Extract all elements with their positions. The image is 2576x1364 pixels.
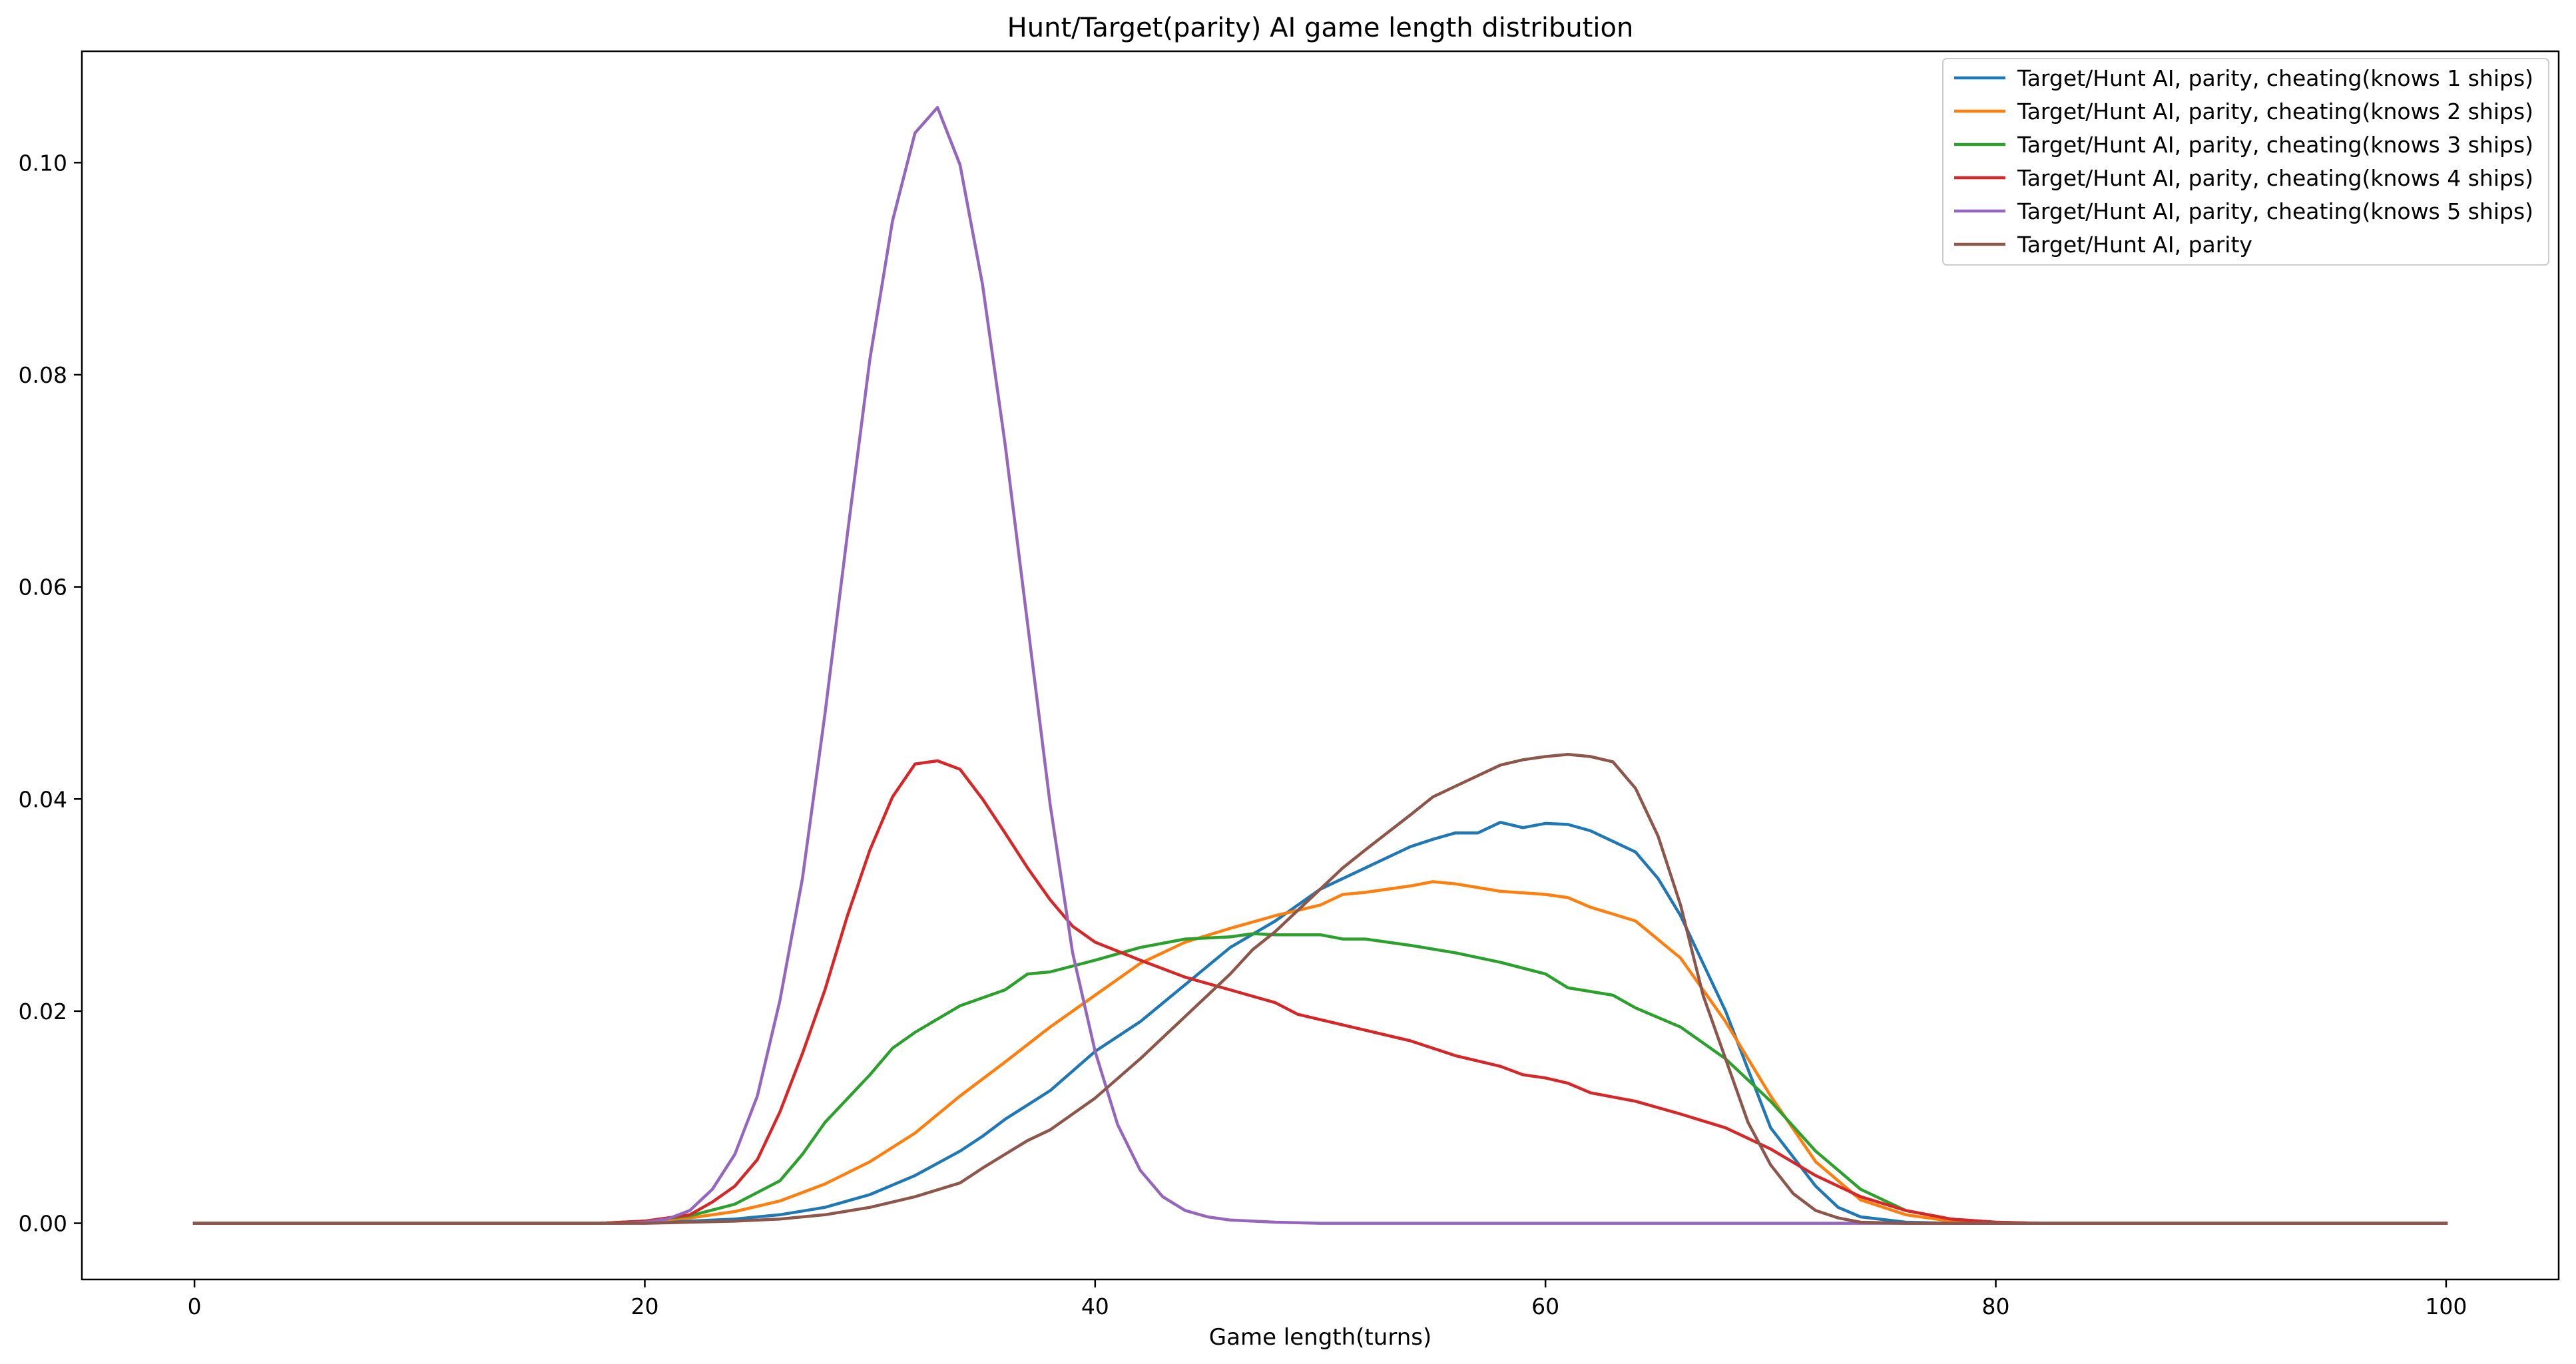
series-line-2 [192, 880, 2448, 1225]
legend-label-3: Target/Hunt AI, parity, cheating(knows 3… [2017, 132, 2533, 158]
series-line-1 [192, 821, 2448, 1225]
y-tick-label: 0.06 [19, 574, 67, 600]
x-tick-label: 0 [188, 1293, 202, 1319]
series-layer [192, 106, 2448, 1225]
x-tick-label: 60 [1531, 1293, 1559, 1319]
y-tick-label: 0.02 [19, 999, 67, 1024]
y-tick-label: 0.00 [19, 1211, 67, 1237]
legend-label-4: Target/Hunt AI, parity, cheating(knows 4… [2017, 165, 2533, 191]
chart-title: Hunt/Target(parity) AI game length distr… [1007, 13, 1634, 43]
series-line-4 [192, 759, 2448, 1225]
x-axis-label: Game length(turns) [1209, 1324, 1431, 1351]
series-line-6 [192, 753, 2448, 1225]
x-tick-label: 20 [631, 1293, 658, 1319]
x-tick-label: 100 [2425, 1293, 2467, 1319]
y-tick-label: 0.04 [19, 786, 67, 812]
y-tick-label: 0.10 [19, 150, 67, 176]
x-axis-ticks: 0 20 40 60 80 100 [188, 1279, 2467, 1319]
legend-entries: Target/Hunt AI, parity, cheating(knows 1… [1954, 65, 2533, 258]
y-axis-ticks: 0.00 0.02 0.04 0.06 0.08 0.10 [19, 150, 82, 1237]
y-tick-label: 0.08 [19, 362, 67, 388]
x-tick-label: 80 [1982, 1293, 2010, 1319]
series-line-5 [192, 106, 2448, 1225]
legend-label-2: Target/Hunt AI, parity, cheating(knows 2… [2017, 99, 2533, 124]
legend: Target/Hunt AI, parity, cheating(knows 1… [1942, 58, 2549, 266]
legend-box [1942, 58, 2549, 266]
legend-label-6: Target/Hunt AI, parity [2017, 232, 2252, 258]
legend-label-5: Target/Hunt AI, parity, cheating(knows 5… [2017, 198, 2533, 224]
x-tick-label: 40 [1081, 1293, 1109, 1319]
series-line-3 [192, 932, 2448, 1225]
plot-frame [81, 50, 2560, 1281]
legend-label-1: Target/Hunt AI, parity, cheating(knows 1… [2017, 65, 2533, 91]
